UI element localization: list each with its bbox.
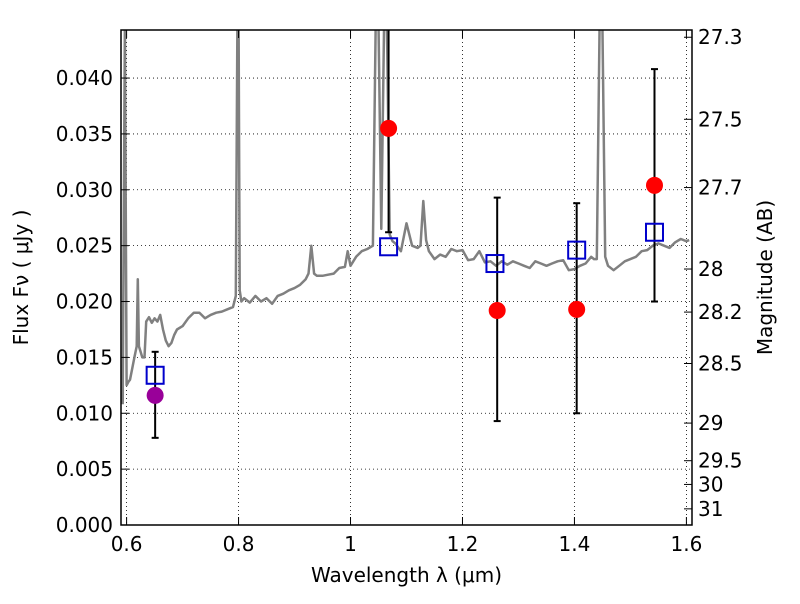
model-point bbox=[644, 222, 664, 242]
model-spectrum-layer bbox=[121, 30, 690, 405]
y-tick-label: 0.035 bbox=[56, 122, 113, 146]
x-tick-label: 1.6 bbox=[670, 532, 702, 556]
y-tick-label: 0.030 bbox=[56, 178, 113, 202]
y2-tick-label: 30 bbox=[698, 472, 723, 496]
grid bbox=[121, 30, 692, 526]
y-tick-label: 0.025 bbox=[56, 234, 113, 258]
y2-tick-label: 27.7 bbox=[698, 176, 743, 200]
y2-tick-label: 28 bbox=[698, 257, 723, 281]
y2-tick-label: 31 bbox=[698, 497, 723, 521]
y-tick-label: 0.010 bbox=[56, 401, 113, 425]
y-tick-label: 0.000 bbox=[56, 513, 113, 537]
marker-layer bbox=[145, 119, 664, 404]
y2-tick-label: 27.3 bbox=[698, 25, 743, 49]
y2-tick-label: 29.5 bbox=[698, 449, 743, 473]
y-axis-label: Flux Fν ( μJy ) bbox=[9, 210, 33, 346]
x-tick-label: 1 bbox=[344, 532, 357, 556]
axes bbox=[120, 29, 693, 526]
x-tick-label: 0.8 bbox=[223, 532, 255, 556]
x-axis-label: Wavelength λ (μm) bbox=[311, 563, 502, 587]
data-point bbox=[645, 176, 663, 194]
data-point bbox=[488, 301, 506, 319]
data-point bbox=[146, 386, 164, 404]
y2-tick-label: 28.5 bbox=[698, 351, 743, 375]
x-tick-label: 1.4 bbox=[559, 532, 591, 556]
x-tick-label: 0.6 bbox=[111, 532, 143, 556]
plot-frame bbox=[120, 29, 693, 526]
y2-tick-label: 29 bbox=[698, 411, 723, 435]
y2-tick-label: 28.2 bbox=[698, 300, 743, 324]
x-tick-label: 1.2 bbox=[447, 532, 479, 556]
y-tick-label: 0.005 bbox=[56, 457, 113, 481]
y2-axis-label: Magnitude (AB) bbox=[753, 200, 777, 355]
model-point bbox=[485, 254, 505, 274]
ticks: 0.6 0.8 1 1.2 1.4 1.6 0.000 0.005 0.010 0.015 0.02… bbox=[56, 25, 743, 556]
model-point bbox=[567, 240, 587, 260]
y-tick-label: 0.040 bbox=[56, 66, 113, 90]
model-point bbox=[379, 237, 399, 257]
model-spectrum-line bbox=[121, 30, 690, 405]
y-tick-label: 0.020 bbox=[56, 290, 113, 314]
model-point bbox=[145, 365, 165, 385]
data-point bbox=[568, 300, 586, 318]
data-point bbox=[380, 119, 398, 137]
y-tick-label: 0.015 bbox=[56, 345, 113, 369]
y2-tick-label: 27.5 bbox=[698, 107, 743, 131]
